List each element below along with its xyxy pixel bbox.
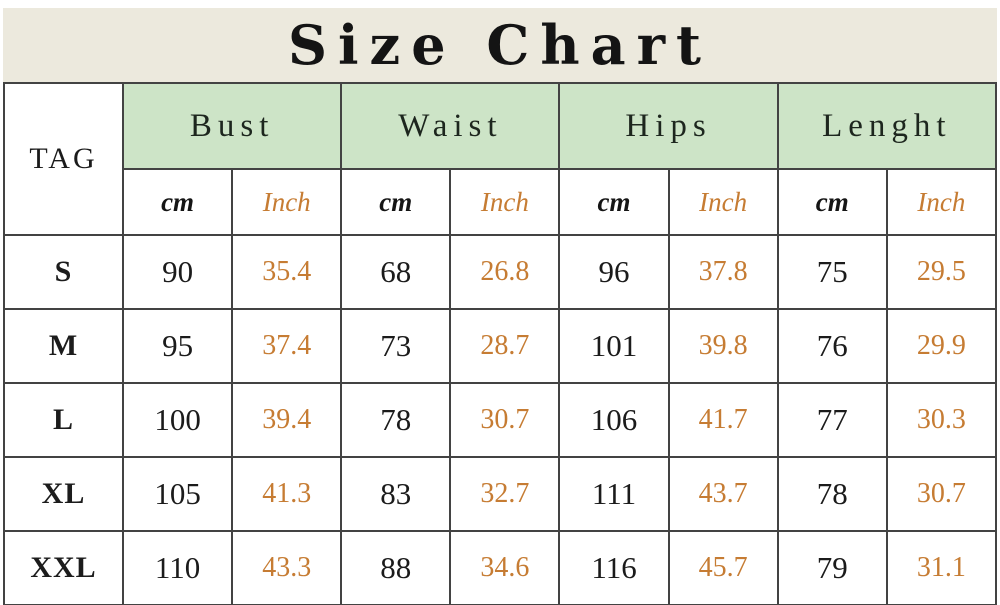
size-label-cell: M (2, 308, 125, 384)
column-group-bust: Bust (122, 82, 343, 170)
cm-value-cell: 76 (776, 308, 888, 384)
unit-inch-cell-length: Inch (885, 168, 998, 236)
cm-value-cell: 96 (558, 234, 670, 310)
table-row-xxl: XXL 110 43.3 88 34.6 116 45.7 79 31.1 (2, 530, 998, 605)
page-title: Size Chart (288, 13, 712, 77)
inch-value-cell: 30.7 (885, 456, 998, 532)
table-row-s: S 90 35.4 68 26.8 96 37.8 75 29.5 (2, 234, 998, 310)
inch-value-cell: 43.7 (667, 456, 779, 532)
column-group-waist: Waist (340, 82, 561, 170)
unit-header-row: cm Inch cm Inch cm Inch cm Inch (4, 168, 998, 236)
tag-header-cell: TAG (2, 82, 125, 236)
size-chart-table: TAG Bust Waist Hips Lenght cm Inch cm In… (2, 82, 998, 605)
inch-value-cell: 30.7 (449, 382, 561, 458)
table-row-l: L 100 39.4 78 30.7 106 41.7 77 30.3 (2, 382, 998, 458)
cm-value-cell: 78 (776, 456, 888, 532)
cm-value-cell: 95 (122, 308, 234, 384)
unit-inch-cell-bust: Inch (231, 168, 343, 236)
cm-value-cell: 75 (776, 234, 888, 310)
inch-value-cell: 41.3 (231, 456, 343, 532)
inch-value-cell: 37.4 (231, 308, 343, 384)
cm-value-cell: 111 (558, 456, 670, 532)
table-row-xl: XL 105 41.3 83 32.7 111 43.7 78 30.7 (2, 456, 998, 532)
cm-value-cell: 78 (340, 382, 452, 458)
inch-value-cell: 41.7 (667, 382, 779, 458)
inch-value-cell: 26.8 (449, 234, 561, 310)
cm-value-cell: 79 (776, 530, 888, 605)
cm-value-cell: 101 (558, 308, 670, 384)
inch-value-cell: 39.4 (231, 382, 343, 458)
cm-value-cell: 73 (340, 308, 452, 384)
cm-value-cell: 100 (122, 382, 234, 458)
inch-value-cell: 32.7 (449, 456, 561, 532)
title-banner: Size Chart (3, 8, 997, 82)
inch-value-cell: 43.3 (231, 530, 343, 605)
inch-value-cell: 37.8 (667, 234, 779, 310)
unit-cm-cell-waist: cm (340, 168, 452, 236)
inch-value-cell: 28.7 (449, 308, 561, 384)
cm-value-cell: 83 (340, 456, 452, 532)
inch-value-cell: 29.9 (885, 308, 998, 384)
size-label-cell: S (2, 234, 125, 310)
table-row-m: M 95 37.4 73 28.7 101 39.8 76 29.9 (2, 308, 998, 384)
inch-value-cell: 29.5 (885, 234, 998, 310)
size-label-cell: L (2, 382, 125, 458)
column-group-hips: Hips (558, 82, 779, 170)
cm-value-cell: 90 (122, 234, 234, 310)
size-label-cell: XXL (2, 530, 125, 605)
header-group-row: TAG Bust Waist Hips Lenght (2, 82, 998, 236)
cm-value-cell: 106 (558, 382, 670, 458)
cm-value-cell: 116 (558, 530, 670, 605)
inch-value-cell: 30.3 (885, 382, 998, 458)
cm-value-cell: 110 (122, 530, 234, 605)
unit-inch-cell-waist: Inch (449, 168, 561, 236)
unit-cm-cell-hips: cm (558, 168, 670, 236)
inch-value-cell: 34.6 (449, 530, 561, 605)
cm-value-cell: 88 (340, 530, 452, 605)
inch-value-cell: 45.7 (667, 530, 779, 605)
column-group-length: Lenght (776, 82, 998, 170)
unit-cm-cell-bust: cm (122, 168, 234, 236)
cm-value-cell: 105 (122, 456, 234, 532)
size-label-cell: XL (2, 456, 125, 532)
inch-value-cell: 31.1 (885, 530, 998, 605)
unit-inch-cell-hips: Inch (667, 168, 779, 236)
inch-value-cell: 35.4 (231, 234, 343, 310)
unit-cm-cell-length: cm (776, 168, 888, 236)
cm-value-cell: 77 (776, 382, 888, 458)
inch-value-cell: 39.8 (667, 308, 779, 384)
cm-value-cell: 68 (340, 234, 452, 310)
